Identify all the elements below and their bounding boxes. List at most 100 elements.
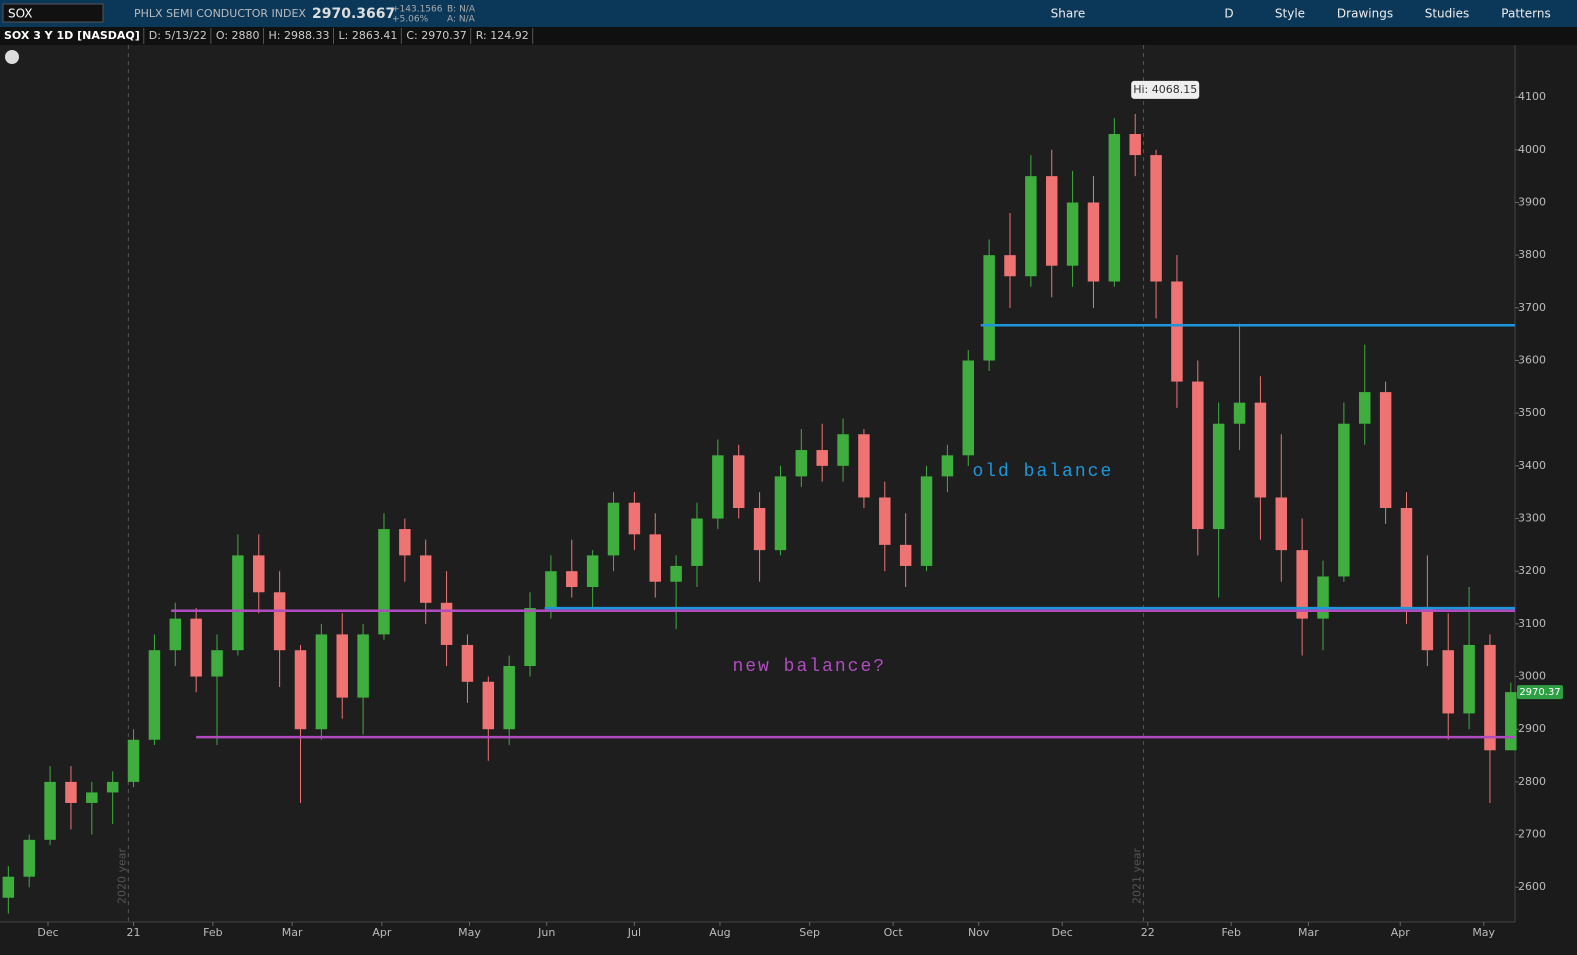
annotation: new balance?	[732, 657, 886, 677]
candle-body	[211, 650, 223, 677]
y-tick-label: 2800	[1518, 775, 1546, 788]
y-tick-label: 2600	[1518, 880, 1546, 893]
toolbar-button[interactable]: Style	[1275, 7, 1305, 21]
candle-body	[712, 455, 724, 519]
y-tick-label: 3600	[1518, 354, 1546, 367]
candle-body	[1338, 423, 1350, 577]
candle-body	[232, 555, 244, 651]
last-price: 2970.37	[1519, 687, 1560, 698]
toolbar-button[interactable]: D	[1224, 7, 1233, 21]
candle-body	[1171, 281, 1183, 382]
candle-body	[44, 781, 56, 840]
candle-body	[941, 455, 954, 477]
x-tick-label: Jun	[537, 926, 555, 939]
candle-body	[378, 529, 390, 635]
plot-area	[0, 45, 1515, 922]
candle-body	[148, 650, 161, 740]
candle-body	[899, 544, 912, 566]
candle-body	[440, 602, 453, 645]
info-item: C: 2970.37	[406, 29, 466, 42]
symbol: SOX	[8, 7, 33, 21]
info-bar	[0, 27, 1577, 45]
toolbar-button[interactable]: Drawings	[1337, 7, 1393, 21]
candle-body	[169, 618, 182, 651]
x-tick-label: Nov	[968, 926, 990, 939]
candle-body	[482, 681, 495, 730]
candle-body	[962, 360, 975, 456]
description: PHLX SEMI CONDUCTOR INDEX	[134, 7, 306, 20]
x-tick-label: May	[1472, 926, 1495, 939]
y-tick-label: 3000	[1518, 670, 1546, 683]
x-tick-label: May	[458, 926, 481, 939]
candle-body	[1317, 576, 1329, 619]
candle-body	[1275, 497, 1288, 551]
y-tick-label: 4000	[1518, 143, 1546, 156]
candle-body	[65, 781, 77, 803]
candle-body	[399, 529, 411, 556]
ask: A: N/A	[447, 15, 476, 25]
candle-body	[503, 666, 515, 730]
annotation: old balance	[972, 462, 1113, 482]
candle-body	[774, 476, 787, 551]
buttons: Share D Style Drawings Studies Patterns	[1051, 7, 1551, 21]
y-tick-label: 3300	[1518, 512, 1546, 525]
candle-body	[190, 618, 202, 677]
candle-body	[294, 650, 307, 730]
candle-body	[816, 450, 828, 466]
y-tick-label: 3500	[1518, 406, 1546, 419]
year-label: 2021 year	[1131, 847, 1144, 904]
y-tick-label: 2700	[1518, 828, 1546, 841]
candle-body	[419, 555, 432, 603]
info-item: O: 2880	[216, 29, 260, 42]
info: SOX 3 Y 1D [NASDAQ] D: 5/13/22 O: 2880 H: 2…	[4, 29, 529, 42]
candle-body	[607, 502, 620, 556]
candle-body	[586, 555, 599, 588]
y-tick-label: 2900	[1518, 722, 1546, 735]
toolbar-button[interactable]: Patterns	[1501, 7, 1550, 21]
candle-body	[1442, 650, 1454, 714]
x-tick-label: Mar	[1298, 926, 1319, 939]
candle-body	[1505, 692, 1517, 751]
candle-body	[336, 634, 348, 698]
toolbar	[0, 0, 1577, 27]
x-tick-label: 22	[1141, 926, 1155, 939]
x-tick-label: Apr	[372, 926, 392, 939]
candle-body	[858, 434, 870, 498]
candle-body	[879, 497, 891, 545]
candle-body	[795, 450, 808, 477]
candle-body	[524, 608, 536, 667]
candle-body	[1233, 402, 1246, 424]
x-tick-label: 21	[127, 926, 141, 939]
candle-body	[837, 434, 849, 466]
toolbar-button[interactable]: Share	[1051, 7, 1086, 21]
toolbar-button[interactable]: Studies	[1425, 7, 1470, 21]
x-tick-label: Sep	[799, 926, 820, 939]
symbol-box[interactable]	[2, 3, 104, 23]
candle-body	[649, 534, 661, 582]
candle-body	[628, 502, 641, 535]
candle-body	[461, 644, 474, 682]
candle-body	[1254, 402, 1267, 498]
info-item: L: 2863.41	[339, 29, 398, 42]
candle-body	[253, 555, 265, 593]
candle-body	[86, 792, 98, 803]
candle-body	[1192, 381, 1204, 530]
candle-body	[1108, 134, 1121, 282]
y-tick-label: 3100	[1518, 617, 1546, 630]
candle-body	[1379, 392, 1392, 508]
candle-body	[1400, 507, 1413, 609]
x-tick-label: Jul	[627, 926, 641, 939]
candle-body	[753, 507, 766, 551]
bid: B: N/A	[447, 5, 476, 15]
x-tick-label: Dec	[1052, 926, 1073, 939]
last: 2970.3667	[312, 6, 395, 22]
x-tick-label: Apr	[1391, 926, 1411, 939]
candle-body	[1087, 202, 1100, 282]
y-tick-label: 3700	[1518, 301, 1546, 314]
x-tick-label: Feb	[203, 926, 222, 939]
candle-body	[273, 592, 286, 651]
info-item: SOX 3 Y 1D [NASDAQ]	[4, 29, 140, 42]
candle-body	[1004, 255, 1016, 277]
